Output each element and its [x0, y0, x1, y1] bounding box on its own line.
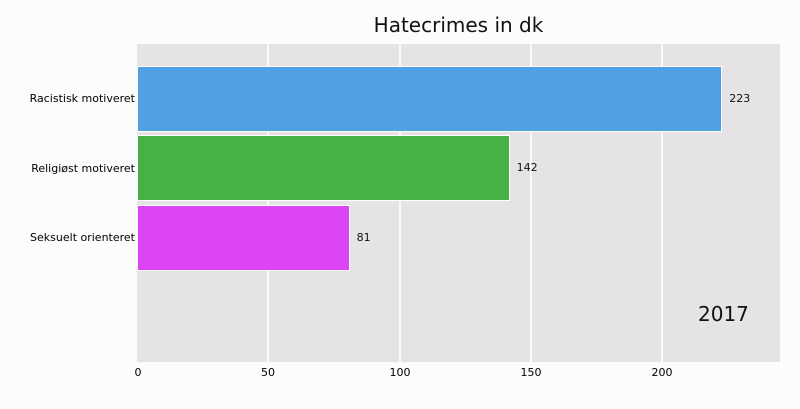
x-tick-label: 50 [261, 366, 275, 379]
value-label: 142 [516, 161, 538, 174]
x-tick-label: 200 [651, 366, 673, 379]
bar-seksuelt [137, 205, 350, 271]
plot-area: 223 142 81 [137, 44, 780, 362]
bar-racistisk [137, 66, 723, 132]
x-tick-label: 0 [134, 366, 142, 379]
value-label: 223 [729, 92, 751, 105]
chart-title: Hatecrimes in dk [373, 13, 544, 37]
y-tick-label: Seksuelt orienteret [30, 231, 135, 244]
y-tick-label: Racistisk motiveret [29, 92, 135, 105]
value-label: 81 [356, 231, 371, 244]
year-annotation: 2017 [698, 302, 749, 326]
gridline-150 [530, 44, 532, 362]
gridline-50 [267, 44, 269, 362]
x-tick-label: 100 [389, 366, 411, 379]
gridline-100 [399, 44, 401, 362]
x-tick-label: 150 [520, 366, 542, 379]
y-tick-label: Religiøst motiveret [31, 162, 135, 175]
bar-religioest [137, 135, 510, 201]
gridline-200 [661, 44, 663, 362]
